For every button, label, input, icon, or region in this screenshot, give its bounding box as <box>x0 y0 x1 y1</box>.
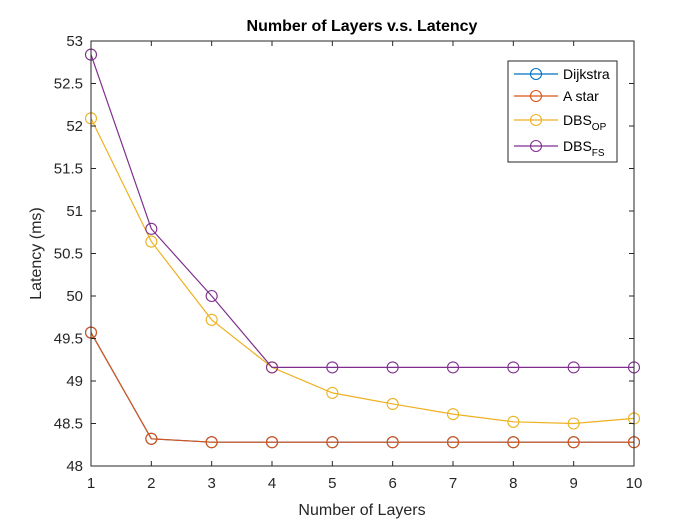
series-line-a-star <box>90 332 634 443</box>
y-tick-label: 53 <box>66 33 83 50</box>
x-tick-label: 10 <box>626 475 643 492</box>
y-tick-label: 52.5 <box>54 76 83 93</box>
data-point-dbsfs <box>446 361 460 374</box>
data-point-dbsop <box>386 397 399 411</box>
y-tick-label: 51 <box>66 203 83 220</box>
y-tick-label: 48 <box>66 458 83 475</box>
x-tick-label: 5 <box>328 475 336 492</box>
data-point-dbsop <box>205 313 218 326</box>
data-point-dbsop <box>567 417 580 430</box>
series-line-dbsop <box>90 118 635 425</box>
data-point-dbsop <box>446 408 460 421</box>
data-point-a-star <box>205 436 218 449</box>
data-point-dbsop <box>507 415 520 428</box>
legend-entry-dbsfs: DBSFS <box>514 138 605 159</box>
y-tick-label: 50 <box>66 288 83 305</box>
axes-layer: 1 2 3 4 5 6 7 8 9 10 48 48.5 49 49.5 50 50.5 51 51.5 52 52.… <box>54 33 643 492</box>
data-point-a-star <box>446 436 460 449</box>
x-tick-label: 7 <box>449 475 457 492</box>
legend: Dijkstra A star DBSOP DBSFS <box>507 60 618 163</box>
y-tick-label: 49.5 <box>54 331 83 348</box>
data-point-dbsfs <box>386 361 399 374</box>
data-point-dbsop <box>326 386 339 399</box>
chart-title: Number of Layers v.s. Latency <box>247 18 478 35</box>
y-tick-label: 51.5 <box>54 161 83 178</box>
data-point-dbsfs <box>507 361 520 374</box>
data-point-a-star <box>386 436 399 449</box>
legend-marker <box>529 139 543 153</box>
data-point-a-star <box>145 432 158 445</box>
series-dbsfs <box>84 48 641 374</box>
y-tick-label: 52 <box>66 118 83 135</box>
legend-marker <box>529 113 543 127</box>
y-tick-label: 49 <box>66 373 83 390</box>
x-tick-label: 8 <box>509 475 517 492</box>
x-tick-label: 4 <box>268 475 276 492</box>
x-tick-label: 9 <box>569 475 577 492</box>
data-point-dbsfs <box>567 361 580 374</box>
y-tick-label: 48.5 <box>54 416 83 433</box>
series-layer <box>84 48 641 449</box>
data-point-dbsfs <box>145 222 158 235</box>
series-a-star <box>84 326 641 449</box>
legend-entry-dijkstra: Dijkstra <box>514 66 610 82</box>
legend-label: Dijkstra <box>563 66 610 82</box>
data-point-dbsop <box>145 235 158 248</box>
data-point-a-star <box>567 436 580 449</box>
x-axis-label: Number of Layers <box>298 502 425 519</box>
legend-entry-dbsop: DBSOP <box>514 112 607 133</box>
x-tick-label: 6 <box>388 475 396 492</box>
x-tick-label: 2 <box>147 475 155 492</box>
data-point-a-star <box>265 436 279 449</box>
y-axis-label: Latency (ms) <box>28 207 45 299</box>
data-point-a-star <box>326 436 339 449</box>
data-point-dbsfs <box>265 361 279 374</box>
legend-marker <box>529 67 543 81</box>
legend-label: DBSOP <box>563 112 607 133</box>
data-point-dbsfs <box>326 361 339 374</box>
legend-entry-a-star: A star <box>514 88 599 104</box>
y-tick-label: 50.5 <box>54 246 83 263</box>
x-tick-label: 1 <box>87 475 95 492</box>
legend-label: A star <box>563 88 599 104</box>
legend-label: DBSFS <box>563 138 605 159</box>
legend-marker <box>529 89 543 103</box>
legend-box <box>507 60 618 163</box>
data-point-dbsfs <box>205 289 218 303</box>
x-tick-label: 3 <box>207 475 215 492</box>
data-point-a-star <box>507 436 520 449</box>
series-line-dbsfs <box>90 54 634 368</box>
